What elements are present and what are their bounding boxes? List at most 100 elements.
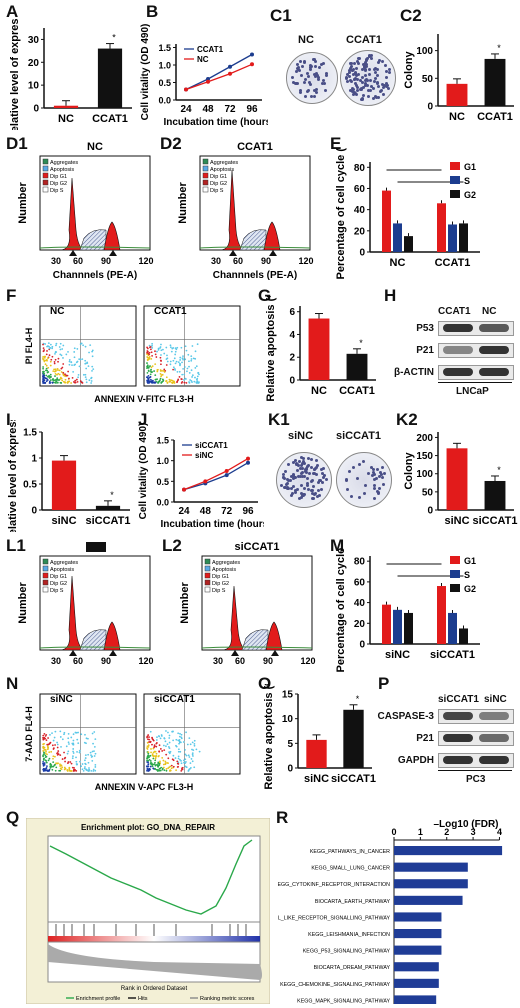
- event-dot: [148, 344, 151, 347]
- event-dot: [81, 763, 84, 765]
- colony-dot: [300, 474, 304, 478]
- event-dot: [54, 744, 56, 746]
- colony-dot: [363, 73, 367, 77]
- event-dot: [162, 348, 164, 351]
- colony-dot: [308, 67, 312, 71]
- x-tick-label: 30: [211, 256, 221, 266]
- colony-dot: [349, 494, 353, 498]
- colony-dot: [370, 84, 374, 88]
- x-tick-label: 48: [202, 104, 214, 115]
- colony-dot: [348, 74, 352, 78]
- colony-dot: [307, 488, 311, 492]
- event-dot: [147, 369, 150, 372]
- legend-swatch: [42, 558, 49, 565]
- event-dot: [48, 757, 51, 760]
- event-dot: [182, 358, 184, 361]
- colony-dot: [370, 54, 374, 58]
- event-dot: [72, 755, 74, 758]
- colony-dot: [381, 86, 385, 90]
- event-dot: [87, 753, 90, 756]
- event-dot: [151, 344, 153, 347]
- colony-dot: [294, 458, 298, 462]
- event-dot: [84, 362, 87, 365]
- bar: [437, 203, 446, 252]
- event-dot: [157, 347, 160, 350]
- bar: [404, 612, 413, 644]
- event-dot: [175, 738, 178, 741]
- event-dot: [51, 744, 54, 747]
- event-dot: [147, 761, 150, 764]
- category-label: siCCAT1: [331, 773, 376, 785]
- event-dot: [159, 737, 162, 740]
- event-dot: [87, 761, 90, 764]
- event-dot: [88, 767, 90, 769]
- event-dot: [165, 753, 168, 756]
- event-dot: [150, 351, 153, 354]
- category-label: NC: [58, 113, 74, 125]
- colony-dot: [364, 64, 368, 68]
- colony-dot: [361, 460, 365, 464]
- event-dot: [94, 769, 97, 772]
- event-dot: [56, 753, 59, 756]
- event-dot: [74, 379, 77, 382]
- event-dot: [45, 750, 47, 753]
- event-dot: [160, 381, 163, 384]
- event-dot: [165, 364, 168, 366]
- colony-dot: [352, 72, 356, 76]
- event-dot: [193, 739, 196, 742]
- bar: [343, 709, 364, 768]
- dotplot-frame: [143, 305, 241, 387]
- event-dot: [55, 382, 57, 384]
- event-dot: [176, 346, 179, 349]
- event-dot: [58, 373, 61, 376]
- event-dot: [42, 750, 45, 752]
- event-dot: [155, 752, 158, 755]
- event-dot: [150, 358, 153, 360]
- event-dot: [183, 381, 186, 384]
- colony-dot: [375, 477, 379, 481]
- event-dot: [150, 348, 152, 351]
- event-dot: [82, 344, 85, 347]
- event-dot: [53, 362, 56, 365]
- event-dot: [165, 380, 168, 382]
- blot-strip-p21: [438, 343, 514, 358]
- legend-label: Apoptosis: [50, 167, 74, 173]
- event-dot: [169, 346, 172, 349]
- event-dot: [179, 356, 182, 359]
- event-dot: [56, 373, 58, 376]
- event-dot: [195, 365, 198, 368]
- bar: [394, 879, 468, 889]
- event-dot: [72, 739, 75, 742]
- event-dot: [155, 739, 158, 741]
- s-phase-area: [239, 229, 267, 251]
- event-dot: [73, 364, 76, 366]
- event-dot: [56, 381, 59, 384]
- colony-dot: [376, 489, 380, 493]
- event-dot: [175, 360, 178, 363]
- event-dot: [168, 734, 171, 737]
- s-phase-area: [241, 629, 269, 651]
- event-dot: [70, 361, 73, 364]
- label-n: N: [6, 674, 19, 693]
- colony-dot: [383, 64, 387, 67]
- colony-dot: [358, 463, 361, 467]
- colony-dot: [303, 95, 307, 99]
- event-dot: [47, 769, 50, 772]
- bar: [306, 739, 327, 768]
- colony-dot: [372, 471, 376, 474]
- event-dot: [51, 345, 54, 348]
- event-dot: [146, 367, 148, 370]
- dotplot-frame: [39, 305, 137, 387]
- event-dot: [162, 766, 165, 769]
- event-dot: [72, 733, 75, 736]
- colony-dot: [305, 466, 309, 470]
- colony-dot: [296, 463, 300, 467]
- colony-dot: [282, 472, 286, 476]
- legend-label: Dip S: [50, 188, 64, 194]
- legend-label: S: [464, 570, 470, 580]
- event-dot: [188, 360, 190, 363]
- y-tick-label: 10: [282, 714, 294, 725]
- colony-dot: [370, 57, 374, 61]
- event-dot: [149, 760, 152, 762]
